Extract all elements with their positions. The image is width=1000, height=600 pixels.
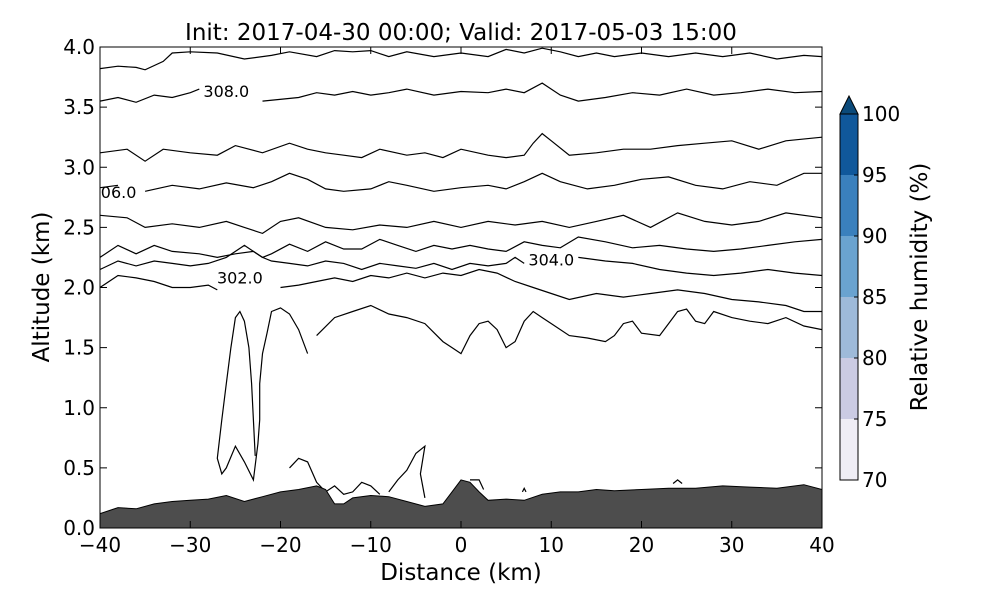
x-tick-label-2: −20 (259, 533, 301, 557)
x-axis: −40 −30 −20 −10 0 10 20 30 40 (79, 47, 835, 557)
contour-line-17 (521, 486, 527, 493)
x-tick-label-3: −10 (350, 533, 392, 557)
colorbar-tick-label-6: 100 (862, 102, 900, 126)
contour-line-13 (316, 304, 822, 355)
contour-label-0: 308.0 (203, 82, 249, 101)
colorbar-extend-arrow (839, 94, 859, 115)
colorbar-tick-label-2: 80 (862, 346, 887, 370)
contour-line-3 (100, 132, 822, 162)
y-tick-label-3: 1.5 (63, 336, 95, 360)
contour-line-6 (100, 212, 822, 235)
contour-label-3: 302.0 (217, 269, 263, 288)
colorbar-bin-2 (840, 297, 858, 358)
colorbar-tick-label-0: 70 (862, 468, 887, 492)
plot-frame (99, 46, 823, 529)
contour-label-2: 304.0 (528, 251, 574, 270)
x-tick-label-1: −30 (169, 533, 211, 557)
x-tick-label-5: 10 (539, 533, 564, 557)
contour-line-12 (216, 307, 309, 482)
x-tick-label-7: 30 (719, 533, 744, 557)
x-axis-label: Distance (km) (380, 560, 542, 586)
colorbar-tick-label-4: 90 (862, 224, 887, 248)
plot-content: 308.0 306.0 304.0 302.0 (91, 47, 822, 528)
colorbar: 70 75 80 85 90 95 100 (839, 94, 900, 492)
x-tick-label-4: 0 (455, 533, 468, 557)
colorbar-tick-label-1: 75 (862, 407, 887, 431)
colorbar-bin-1 (840, 358, 858, 419)
contour-line-10 (100, 274, 218, 291)
y-tick-label-0: 0.0 (63, 516, 95, 540)
contour-line-7 (100, 236, 822, 259)
contour-line-4 (100, 184, 119, 189)
contour-line-11 (280, 268, 822, 313)
contour-line-1 (100, 88, 200, 103)
colorbar-tick-label-3: 85 (862, 285, 887, 309)
contour-line-5 (144, 172, 822, 192)
x-tick-label-0: −40 (79, 533, 121, 557)
x-tick-label-8: 40 (809, 533, 834, 557)
contour-line-18 (672, 479, 683, 484)
y-axis: 0.0 0.5 1.0 1.5 2.0 2.5 3.0 3.5 4.0 (63, 35, 822, 540)
x-tick-label-6: 20 (629, 533, 654, 557)
contour-line-14 (289, 457, 381, 495)
contour-line-16 (470, 479, 485, 490)
y-tick-label-7: 3.5 (63, 95, 95, 119)
contour-line-0 (100, 47, 822, 71)
y-axis-label: Altitude (km) (29, 212, 55, 363)
colorbar-bin-5 (840, 114, 858, 175)
contour-line-9 (578, 256, 822, 277)
y-tick-label-4: 2.0 (63, 276, 95, 300)
contour-line-8 (100, 244, 525, 271)
y-tick-label-2: 1.0 (63, 396, 95, 420)
contour-line-15 (388, 444, 426, 499)
chart-title: Init: 2017-04-30 00:00; Valid: 2017-05-0… (185, 20, 737, 46)
plot-area: 308.0 306.0 304.0 302.0 (91, 47, 822, 528)
contour-label-1: 306.0 (91, 183, 137, 202)
colorbar-bin-4 (840, 175, 858, 236)
contour-line-2 (262, 82, 822, 102)
y-tick-label-6: 3.0 (63, 155, 95, 179)
colorbar-bin-0 (840, 419, 858, 480)
colorbar-tick-label-5: 95 (862, 163, 887, 187)
terrain (100, 479, 822, 528)
y-tick-label-5: 2.5 (63, 215, 95, 239)
y-tick-label-1: 0.5 (63, 456, 95, 480)
colorbar-label: Relative humidity (%) (907, 163, 933, 412)
y-tick-label-8: 4.0 (63, 35, 95, 59)
colorbar-bin-3 (840, 236, 858, 297)
